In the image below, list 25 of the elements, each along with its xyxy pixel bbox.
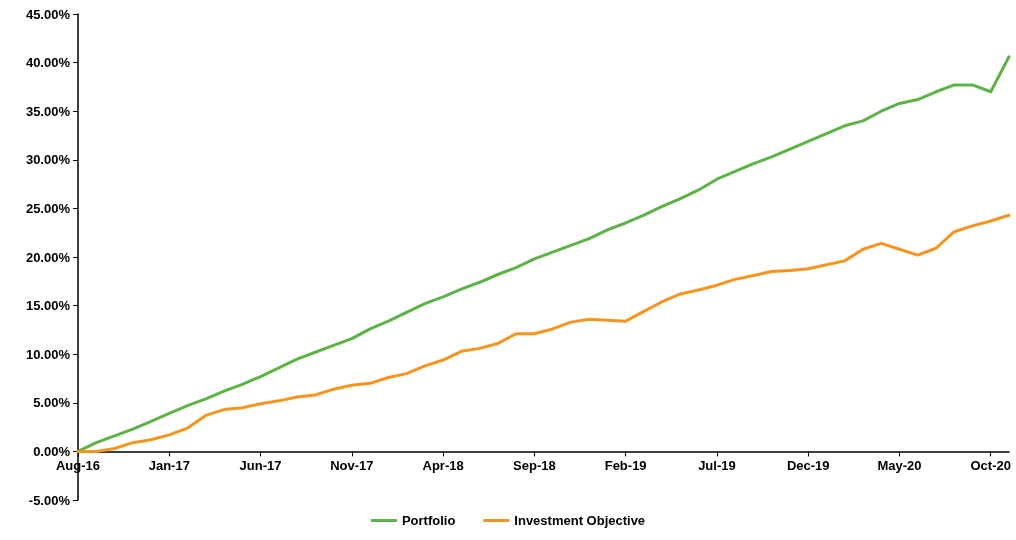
legend-label: Investment Objective	[514, 513, 646, 528]
x-tick-label: Jan-17	[148, 458, 190, 474]
y-tick-label: 35.00%	[25, 103, 71, 119]
y-tick-label: 25.00%	[25, 200, 71, 216]
x-tick-label: Jul-19	[698, 458, 736, 474]
y-tick-label: 0.00%	[33, 443, 71, 459]
y-tick-label: 5.00%	[33, 395, 71, 411]
y-tick-label: -5.00%	[28, 492, 71, 508]
x-tick-label: Jun-17	[239, 458, 282, 474]
x-tick-label: Apr-18	[422, 458, 464, 474]
x-tick-label: Sep-18	[513, 458, 556, 474]
y-tick-label: 45.00%	[25, 6, 71, 22]
x-tick-label: Oct-20	[970, 458, 1011, 474]
y-tick-label: 30.00%	[25, 152, 71, 168]
y-tick-label: 10.00%	[25, 346, 71, 362]
y-tick-label: 40.00%	[25, 55, 71, 71]
x-tick-label: May-20	[877, 458, 922, 474]
line-series	[76, 55, 1011, 453]
x-tick-label: Nov-17	[330, 458, 374, 474]
y-tick-label: 20.00%	[25, 249, 71, 265]
legend-label: Portfolio	[401, 513, 456, 528]
line-series	[76, 213, 1011, 453]
x-tick-label: Dec-19	[786, 458, 830, 474]
y-tick-label: 15.00%	[25, 298, 71, 314]
x-tick-label: Feb-19	[604, 458, 647, 474]
